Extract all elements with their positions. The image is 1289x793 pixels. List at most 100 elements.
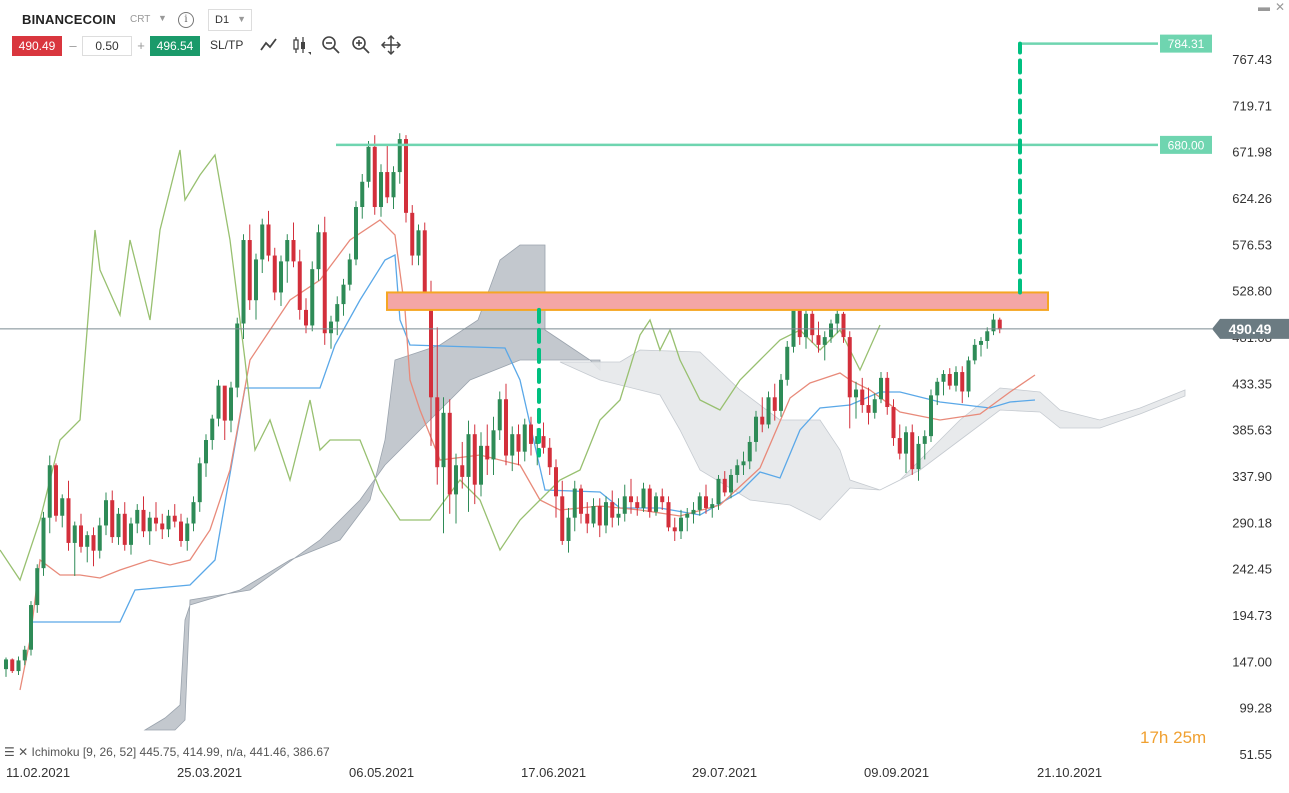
- candle-body: [466, 434, 471, 477]
- candle-body: [497, 399, 502, 431]
- price-tick-label: 51.55: [1239, 747, 1272, 762]
- candle-body: [329, 321, 333, 334]
- candle-body: [785, 346, 790, 380]
- candle-body: [229, 387, 233, 421]
- candle-body: [210, 418, 215, 441]
- tenkan-sen-line: [19, 219, 1036, 691]
- price-tick-label: 624.26: [1232, 191, 1272, 206]
- candle-body: [66, 498, 71, 543]
- candle-body: [522, 424, 527, 452]
- sell-button[interactable]: 490.49: [12, 36, 62, 56]
- candles-icon[interactable]: [290, 34, 312, 56]
- date-tick-label: 11.02.2021: [6, 765, 70, 780]
- candle-body: [591, 506, 596, 524]
- ichimoku-cloud-bullish: [559, 349, 1186, 521]
- price-tick-label: 385.63: [1232, 423, 1272, 438]
- price-tick-label: 194.73: [1232, 608, 1272, 623]
- candle-body: [441, 412, 446, 468]
- candle-body: [622, 496, 627, 514]
- zoom-out-icon[interactable]: [320, 34, 342, 56]
- move-icon[interactable]: [380, 34, 402, 56]
- target-level-label: 784.31: [1168, 37, 1205, 51]
- candle-body: [772, 397, 777, 411]
- countdown-hours: 17: [1140, 728, 1159, 747]
- current-price-badge: [1212, 318, 1289, 339]
- candle-body: [835, 313, 840, 324]
- candle-body: [429, 300, 433, 398]
- price-tick-label: 290.18: [1232, 515, 1272, 530]
- date-tick-label: 09.09.2021: [864, 765, 929, 780]
- candle-body: [160, 523, 165, 530]
- timeframe-value: D1: [215, 14, 230, 26]
- date-tick-label: 17.06.2021: [521, 765, 586, 780]
- minimize-icon[interactable]: ▬: [1258, 0, 1270, 14]
- candle-body: [54, 465, 58, 516]
- chikou-span-line: [0, 149, 881, 582]
- zoom-in-icon[interactable]: [350, 34, 372, 56]
- price-source[interactable]: CRT: [130, 14, 151, 25]
- menu-icon[interactable]: ☰ ✕: [4, 745, 32, 759]
- candle-body: [972, 344, 977, 361]
- candle-body: [385, 172, 390, 198]
- candle-body: [854, 389, 858, 398]
- timeframe-select[interactable]: D1 ▼: [208, 9, 252, 31]
- candle-body: [291, 240, 296, 262]
- info-icon[interactable]: i: [178, 12, 194, 28]
- candle-body: [566, 517, 571, 541]
- candle-body: [347, 259, 352, 285]
- candle-body: [841, 313, 846, 338]
- candle-body: [391, 172, 396, 198]
- candle-body: [397, 139, 402, 173]
- candle-body: [222, 385, 227, 421]
- candle-body: [516, 434, 521, 452]
- candle-body: [754, 416, 758, 442]
- candle-body: [491, 430, 496, 460]
- candle-body: [260, 224, 265, 260]
- line-tool-icon[interactable]: [258, 34, 280, 56]
- target-level-badge: [1160, 135, 1212, 154]
- candle-body: [872, 399, 877, 413]
- candle-body: [597, 506, 602, 526]
- increase-lot-button[interactable]: +: [137, 38, 145, 53]
- candle-body: [816, 335, 821, 345]
- price-tick-label: 767.43: [1232, 52, 1272, 67]
- candle-body: [29, 605, 33, 650]
- candle-body: [991, 319, 996, 332]
- ichimoku-indicator: [0, 149, 1186, 731]
- lot-size-input[interactable]: 0.50: [82, 36, 132, 56]
- candle-body: [360, 181, 365, 208]
- candle-body: [254, 259, 258, 301]
- symbol-name[interactable]: BINANCECOIN: [22, 12, 116, 27]
- candle-body: [947, 373, 952, 386]
- candle-body: [891, 407, 896, 439]
- candle-body: [860, 389, 865, 406]
- indicator-label: Ichimoku [9, 26, 52] 445.75, 414.99, n/a…: [31, 745, 330, 759]
- chevron-down-icon[interactable]: ▼: [158, 13, 167, 23]
- candle-body: [941, 373, 946, 382]
- price-tick-label: 671.98: [1232, 145, 1272, 160]
- close-icon[interactable]: ✕: [1275, 0, 1286, 14]
- indicator-legend[interactable]: ☰ ✕ Ichimoku [9, 26, 52] 445.75, 414.99,…: [4, 745, 330, 759]
- candle-body: [529, 424, 533, 444]
- countdown-hours-unit: h: [1158, 728, 1169, 747]
- candle-body: [672, 527, 677, 532]
- candle-body: [316, 232, 321, 270]
- candle-body: [704, 496, 708, 508]
- candle-body: [141, 509, 146, 532]
- drawn-levels: 784.31 680.00 490.49: [0, 34, 1289, 458]
- decrease-lot-button[interactable]: –: [69, 38, 77, 53]
- buy-button[interactable]: 496.54: [150, 36, 200, 56]
- countdown-minutes: 25: [1173, 728, 1193, 747]
- candle-body: [685, 513, 690, 518]
- sltp-button[interactable]: SL/TP: [210, 38, 244, 52]
- candle-body: [241, 240, 246, 324]
- candle-body: [922, 436, 927, 444]
- candle-body: [729, 474, 733, 493]
- candle-body: [722, 478, 727, 493]
- candle-body: [547, 447, 552, 468]
- candle-body: [10, 659, 15, 672]
- candle-body: [766, 397, 771, 425]
- candle-body: [797, 309, 802, 338]
- candle-body: [454, 465, 458, 495]
